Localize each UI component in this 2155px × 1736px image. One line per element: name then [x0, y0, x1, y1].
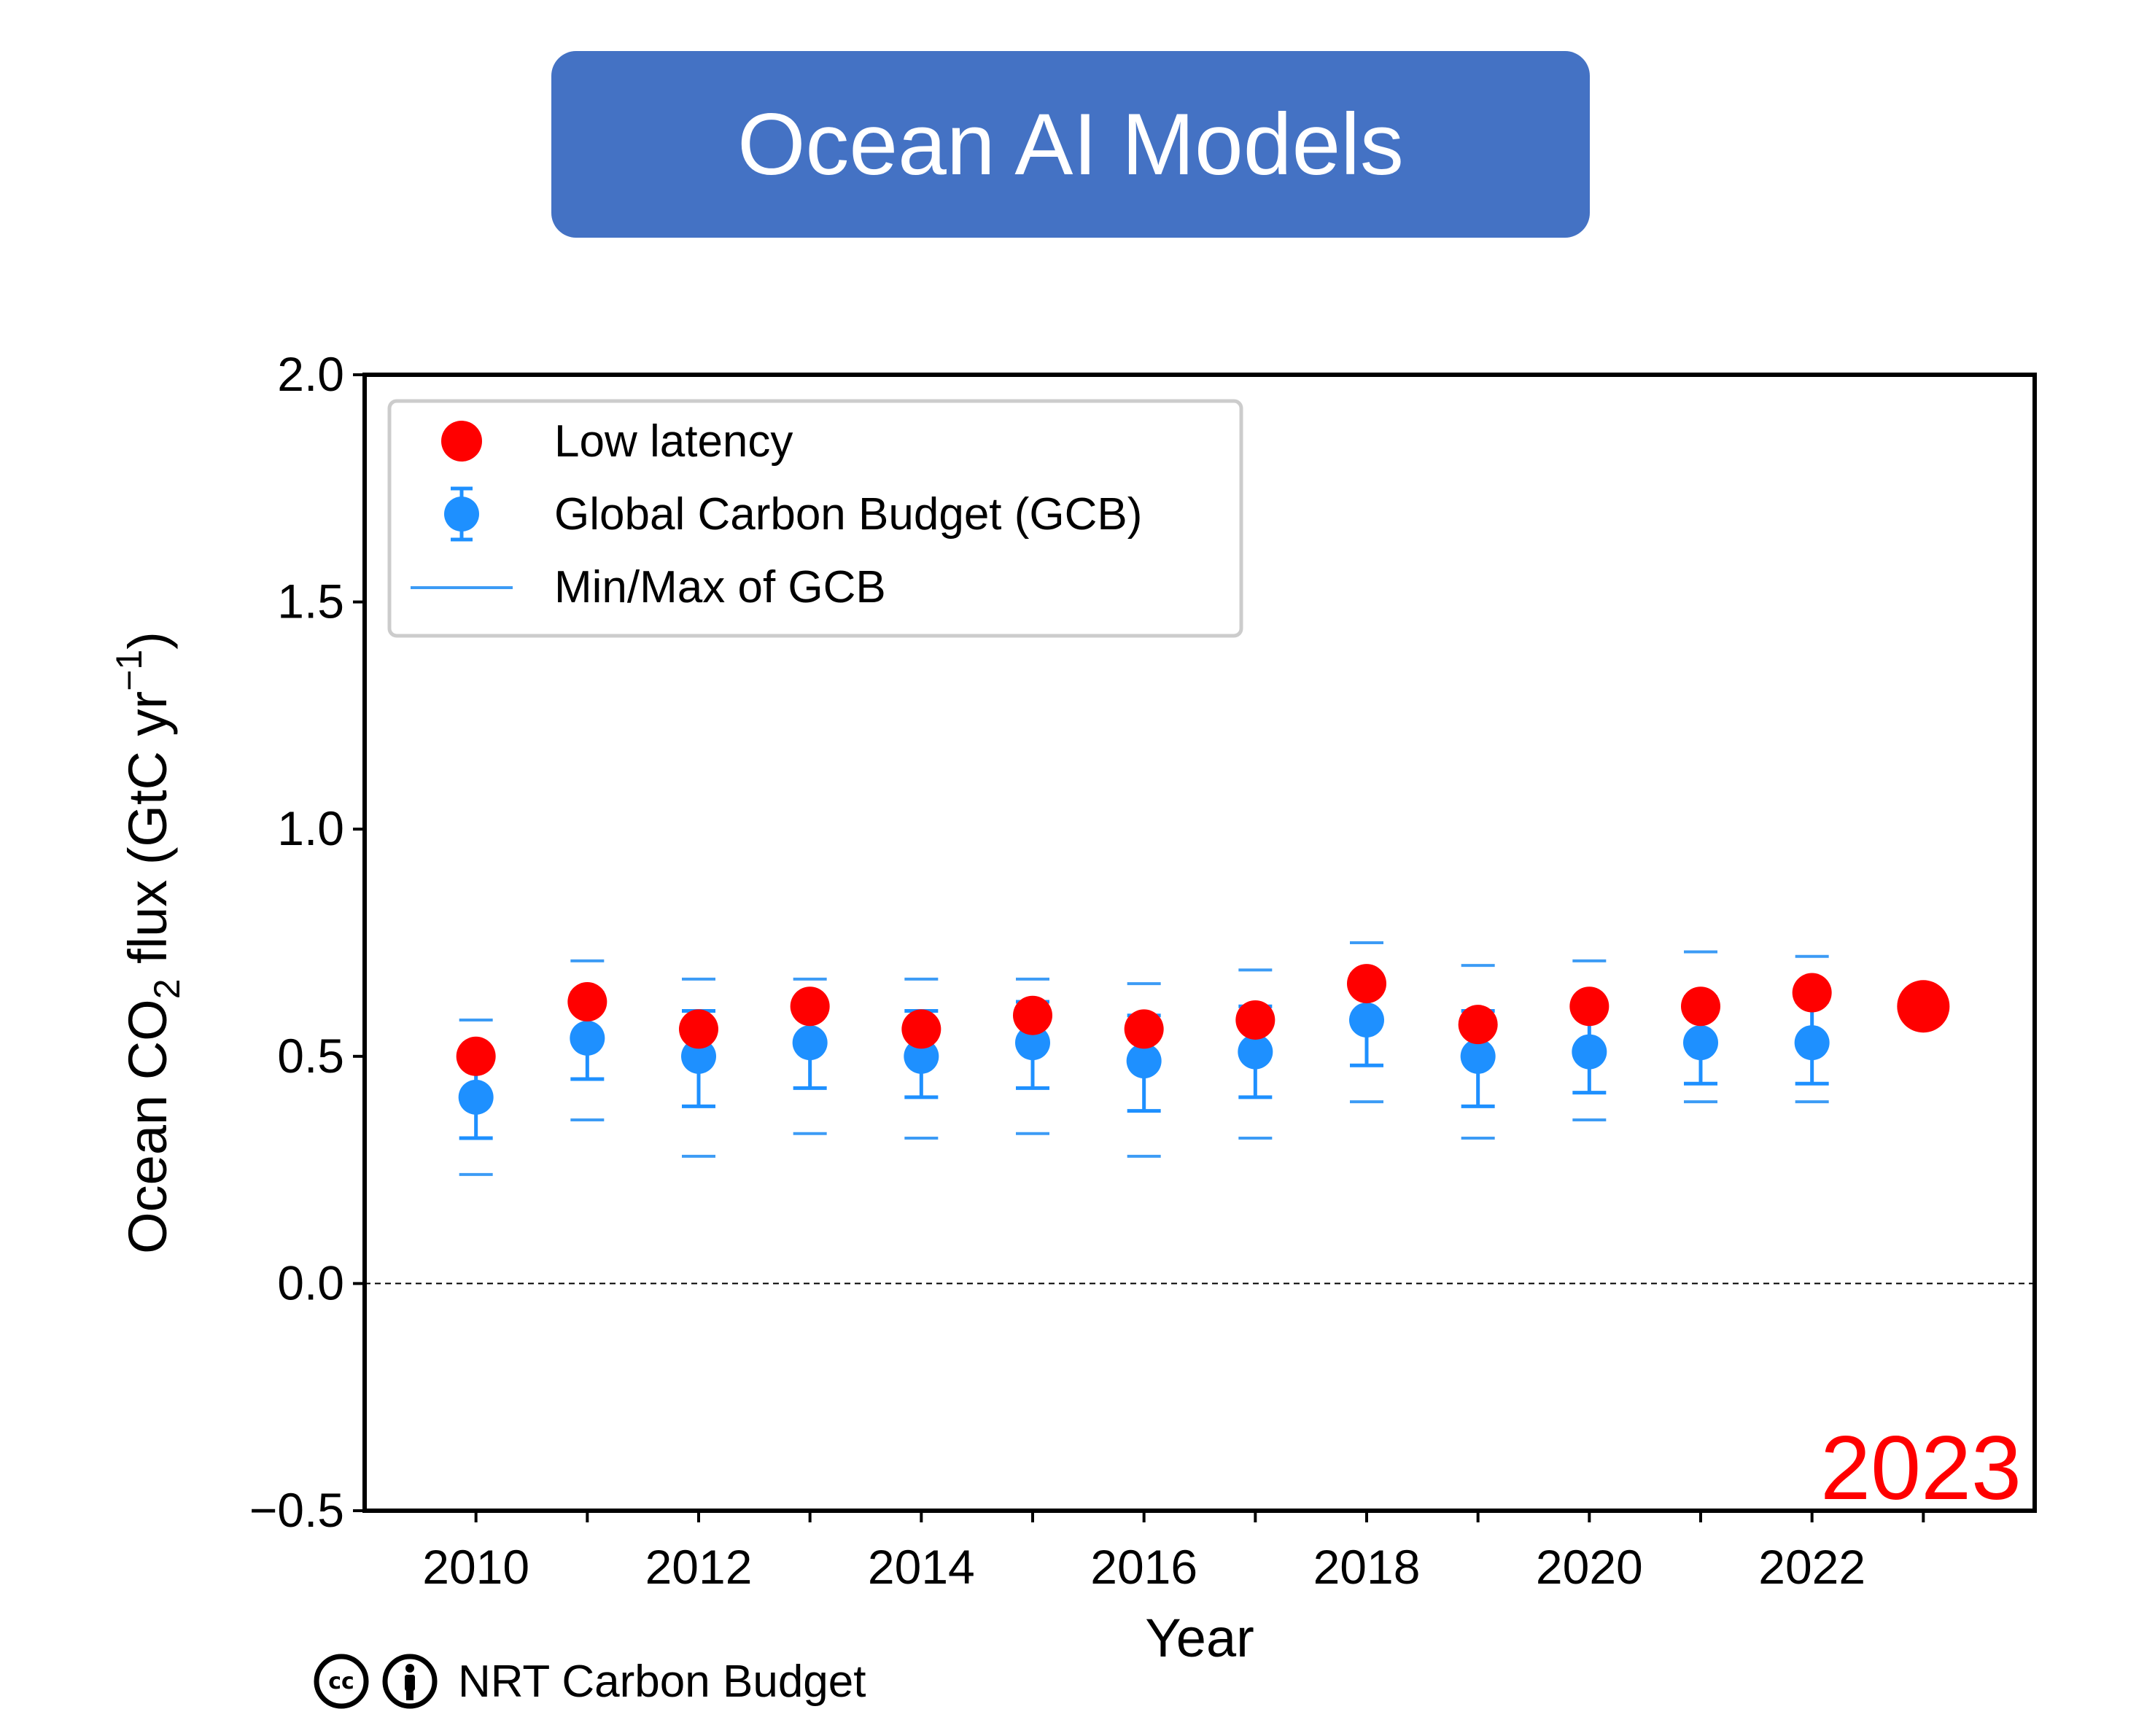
- low-latency-point: [901, 1009, 941, 1049]
- svg-text:cc: cc: [328, 1669, 354, 1694]
- gcb-point: [1683, 1025, 1718, 1061]
- gcb-point: [681, 1038, 716, 1074]
- low-latency-point: [1124, 1009, 1164, 1049]
- page-title: Ocean AI Models: [737, 96, 1404, 193]
- legend-label-minmax: Min/Max of GCB: [554, 562, 886, 612]
- low-latency-point: [679, 1009, 718, 1049]
- y-tick-label: 0.0: [277, 1256, 344, 1309]
- gcb-point: [1126, 1043, 1162, 1079]
- legend-gcb-marker: [444, 486, 479, 542]
- gcb-point: [1238, 1034, 1273, 1070]
- x-tick-label: 2020: [1536, 1540, 1643, 1594]
- gcb-point: [792, 1025, 828, 1061]
- low-latency-point: [790, 986, 830, 1027]
- y-tick-label: −0.5: [249, 1483, 344, 1537]
- x-tick-label: 2016: [1090, 1540, 1197, 1594]
- low-latency-point: [1681, 986, 1720, 1027]
- y-axis-label-superscript: −1: [109, 650, 150, 691]
- highlight-year-label: 2023: [1820, 1418, 2022, 1519]
- attribution-icon: [382, 1654, 438, 1709]
- legend-low-latency-marker: [441, 421, 482, 462]
- low-latency-point: [1569, 986, 1610, 1027]
- low-latency-point: [1458, 1005, 1498, 1045]
- y-axis-label-part-3: ): [117, 631, 178, 650]
- title-box: Ocean AI Models: [551, 51, 1590, 238]
- low-latency-point: [456, 1036, 496, 1076]
- x-tick-label: 2022: [1758, 1540, 1865, 1594]
- gcb-point: [1349, 1002, 1384, 1038]
- low-latency-point: [1792, 973, 1832, 1013]
- plot-frame: [362, 373, 2037, 1513]
- x-tick-label: 2012: [645, 1540, 753, 1594]
- x-tick-label: 2014: [868, 1540, 975, 1594]
- gcb-point: [1460, 1038, 1496, 1074]
- low-latency-point: [1235, 1000, 1275, 1040]
- y-axis-label-part-2: flux (GtC yr: [117, 691, 178, 979]
- gcb-point: [1794, 1025, 1830, 1061]
- gcb-point: [1572, 1034, 1607, 1070]
- y-tick-label: 1.0: [277, 801, 344, 855]
- axis-layer: −0.5 0.0 0.5 1.0 1.5 2.0 2010 2012 2014 2016 2018 2…: [249, 347, 1925, 1594]
- low-latency-point: [1013, 995, 1052, 1035]
- legend-frame: [387, 399, 1243, 638]
- minmax-layer: [459, 941, 1829, 1176]
- credit: cc NRT Carbon Budget: [312, 1645, 866, 1718]
- y-axis-label-part-1: Ocean CO: [117, 999, 178, 1254]
- low-latency-point: [1897, 980, 1950, 1033]
- y-tick-label: 1.5: [277, 575, 344, 628]
- credit-text: NRT Carbon Budget: [458, 1656, 866, 1707]
- y-axis-label-subscript: 2: [147, 978, 187, 999]
- low-latency-point: [1347, 964, 1386, 1004]
- gcb-points-layer: [458, 1002, 1830, 1115]
- legend-label-low-latency: Low latency: [554, 416, 793, 467]
- legend: Low latency Global Carbon Budget (GCB) M…: [387, 399, 1243, 638]
- x-tick-label: 2010: [422, 1540, 529, 1594]
- cc-icon: cc: [314, 1654, 369, 1709]
- gcb-point: [1015, 1025, 1050, 1061]
- x-tick-label: 2018: [1313, 1540, 1421, 1594]
- legend-label-gcb: Global Carbon Budget (GCB): [554, 489, 1142, 540]
- x-axis-label: Year: [1145, 1608, 1254, 1668]
- low-latency-point: [567, 982, 607, 1022]
- y-axis-label: Ocean CO2 flux (GtC yr−1): [109, 631, 187, 1254]
- y-tick-label: 2.0: [277, 347, 344, 401]
- gcb-point: [458, 1079, 494, 1115]
- gcb-point: [904, 1038, 939, 1074]
- gcb-point: [570, 1020, 605, 1056]
- low-latency-points-layer: [456, 964, 1950, 1076]
- y-tick-label: 0.5: [277, 1029, 344, 1083]
